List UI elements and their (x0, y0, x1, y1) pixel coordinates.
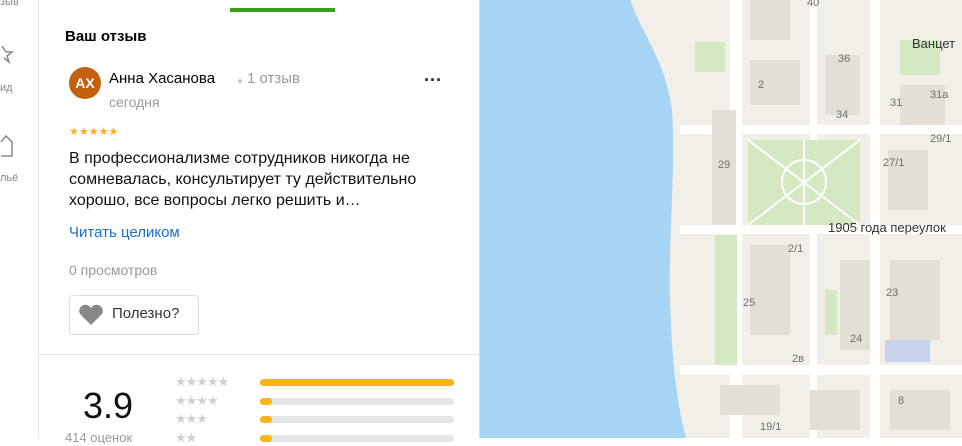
nav-label[interactable]: льё (0, 172, 19, 184)
park-paths (747, 139, 861, 226)
map-label: 2в (792, 353, 804, 365)
author-reviews: 1 отзыв (247, 70, 301, 87)
score: 3.9 (83, 385, 134, 426)
rating-fill (260, 397, 272, 405)
map-label: 1905 года переулок (828, 220, 946, 235)
heart-icon (79, 304, 103, 325)
row-stars: ★★★ (175, 411, 208, 426)
review-line: В профессионализме сотрудников никогда н… (69, 150, 410, 167)
stars: ★★★★★ (69, 126, 119, 138)
map-label: 19/1 (760, 421, 781, 433)
map-label: 23 (886, 287, 898, 299)
date: сегодня (109, 94, 160, 110)
map[interactable]: 40 36 Ванцет 2 31 31а 34 29/1 29 27/1 19… (480, 0, 962, 438)
read-more[interactable]: Читать целиком (69, 224, 180, 241)
review-line: сомневалась, консультирует ту действител… (69, 171, 417, 188)
rating-bar (260, 379, 454, 386)
map-label: 2/1 (788, 243, 803, 255)
nav-label[interactable]: зыв (0, 0, 19, 8)
rating-fill (260, 434, 272, 442)
map-label: 31а (930, 89, 949, 101)
more-menu[interactable]: ··· (424, 70, 442, 90)
map-label: 31 (890, 97, 902, 109)
rating-bar (260, 397, 454, 405)
rating-fill (260, 379, 454, 386)
divider (39, 354, 479, 355)
row-stars: ★★★★★ (175, 374, 229, 389)
nav-label[interactable]: ид (0, 82, 13, 94)
map-canvas: 40 36 Ванцет 2 31 31а 34 29/1 29 27/1 19… (480, 0, 962, 438)
map-label: Ванцет (912, 36, 955, 51)
rating-bar (260, 416, 454, 423)
author[interactable]: Анна Хасанова (109, 70, 216, 87)
map-label: 29/1 (930, 133, 951, 145)
map-label: 29 (718, 159, 730, 171)
heading: Ваш отзыв (65, 28, 147, 45)
row-stars: ★★★★ (175, 392, 219, 408)
map-label: 25 (743, 297, 755, 309)
nav-icon (1, 45, 14, 64)
nav-icon (0, 134, 13, 157)
helpful-label: Полезно? (112, 305, 180, 322)
water (480, 0, 686, 438)
map-label: 8 (898, 395, 904, 407)
map-label: 2 (758, 79, 764, 91)
map-label: 24 (850, 333, 862, 345)
side-nav: зыв ид льё (0, 0, 39, 438)
map-label: 27/1 (883, 157, 904, 169)
dot: ● (237, 76, 244, 87)
views: 0 просмотров (69, 262, 158, 278)
helpful-button[interactable]: Полезно? (69, 295, 199, 335)
building-blue (885, 340, 930, 362)
avatar[interactable]: АХ (69, 67, 101, 99)
rating-fill (260, 416, 272, 423)
review-line: хорошо, все вопросы легко решить и… (69, 192, 361, 209)
map-label: 40 (807, 0, 819, 9)
review-panel: Ваш отзыв АХ Анна Хасанова ● 1 отзыв ···… (39, 0, 480, 445)
map-label: 34 (836, 109, 848, 121)
map-label: 36 (838, 53, 850, 65)
active-tab (230, 8, 335, 12)
buildings (712, 0, 950, 430)
rating-bar (260, 434, 454, 442)
